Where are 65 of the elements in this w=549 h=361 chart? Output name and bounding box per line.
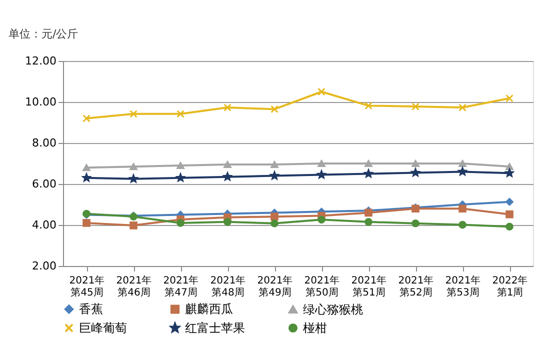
point bbox=[223, 172, 232, 181]
y-tick-label: 12.00 bbox=[25, 54, 56, 68]
point bbox=[82, 164, 90, 172]
point bbox=[82, 173, 91, 182]
y-tick-label: 10.00 bbox=[25, 96, 56, 108]
point bbox=[318, 160, 326, 167]
point bbox=[82, 114, 90, 122]
point bbox=[129, 174, 138, 183]
point bbox=[270, 105, 278, 114]
point bbox=[458, 160, 466, 167]
point bbox=[270, 219, 278, 228]
point bbox=[364, 208, 372, 217]
point bbox=[318, 216, 326, 224]
x-tick-label: 2021年第53周 bbox=[445, 274, 481, 298]
point bbox=[364, 218, 372, 226]
point bbox=[364, 102, 372, 110]
x-tick-label: 2021年第48周 bbox=[210, 274, 246, 298]
point bbox=[412, 219, 420, 228]
point bbox=[364, 160, 372, 167]
y-tick-label: 8.00 bbox=[32, 136, 56, 150]
point bbox=[130, 222, 138, 230]
point bbox=[317, 170, 326, 179]
x-tick-label: 2021年第47周 bbox=[163, 274, 199, 298]
x-tick-label: 2021年第52周 bbox=[398, 274, 434, 298]
point bbox=[176, 173, 185, 182]
point bbox=[176, 219, 184, 227]
y-tick-label: 4.00 bbox=[32, 218, 56, 232]
legend-label: 香蕉 bbox=[79, 302, 103, 316]
point bbox=[506, 94, 514, 102]
point bbox=[270, 161, 278, 168]
legend-label: 红富士苹果 bbox=[185, 321, 245, 335]
point bbox=[458, 220, 466, 229]
point bbox=[412, 102, 420, 110]
point bbox=[458, 104, 466, 112]
point bbox=[412, 160, 420, 167]
point bbox=[224, 161, 232, 168]
point bbox=[506, 163, 514, 170]
x-tick-label: 2021年第50周 bbox=[304, 274, 340, 298]
point bbox=[130, 110, 138, 118]
legend-label: 椪柑 bbox=[303, 321, 327, 335]
x-tick-label: 2021年第45周 bbox=[69, 274, 105, 298]
legend-label: 巨峰葡萄 bbox=[79, 321, 127, 335]
x-tick-label: 2022年第1周 bbox=[492, 274, 528, 298]
x-tick-label: 2021年第46周 bbox=[116, 274, 152, 298]
point bbox=[270, 171, 279, 180]
point bbox=[270, 212, 278, 221]
y-axis-title: 单位：元/公斤 bbox=[8, 28, 78, 40]
point bbox=[458, 204, 466, 213]
point bbox=[176, 162, 184, 170]
point bbox=[506, 222, 514, 231]
y-tick-label: 2.00 bbox=[32, 260, 56, 272]
point bbox=[364, 169, 373, 178]
point bbox=[224, 104, 232, 112]
point bbox=[318, 88, 326, 96]
point bbox=[506, 210, 514, 218]
point bbox=[82, 219, 90, 227]
x-tick-label: 2021年第51周 bbox=[351, 274, 387, 298]
y-tick-label: 6.00 bbox=[32, 178, 56, 190]
point bbox=[506, 198, 514, 206]
legend-label: 麒麟西瓜 bbox=[185, 302, 233, 316]
point bbox=[224, 218, 232, 226]
point bbox=[130, 163, 138, 170]
x-tick-label: 2021年第49周 bbox=[257, 274, 293, 298]
legend-label: 绿心猕猴桃 bbox=[303, 302, 363, 316]
point bbox=[176, 110, 184, 118]
